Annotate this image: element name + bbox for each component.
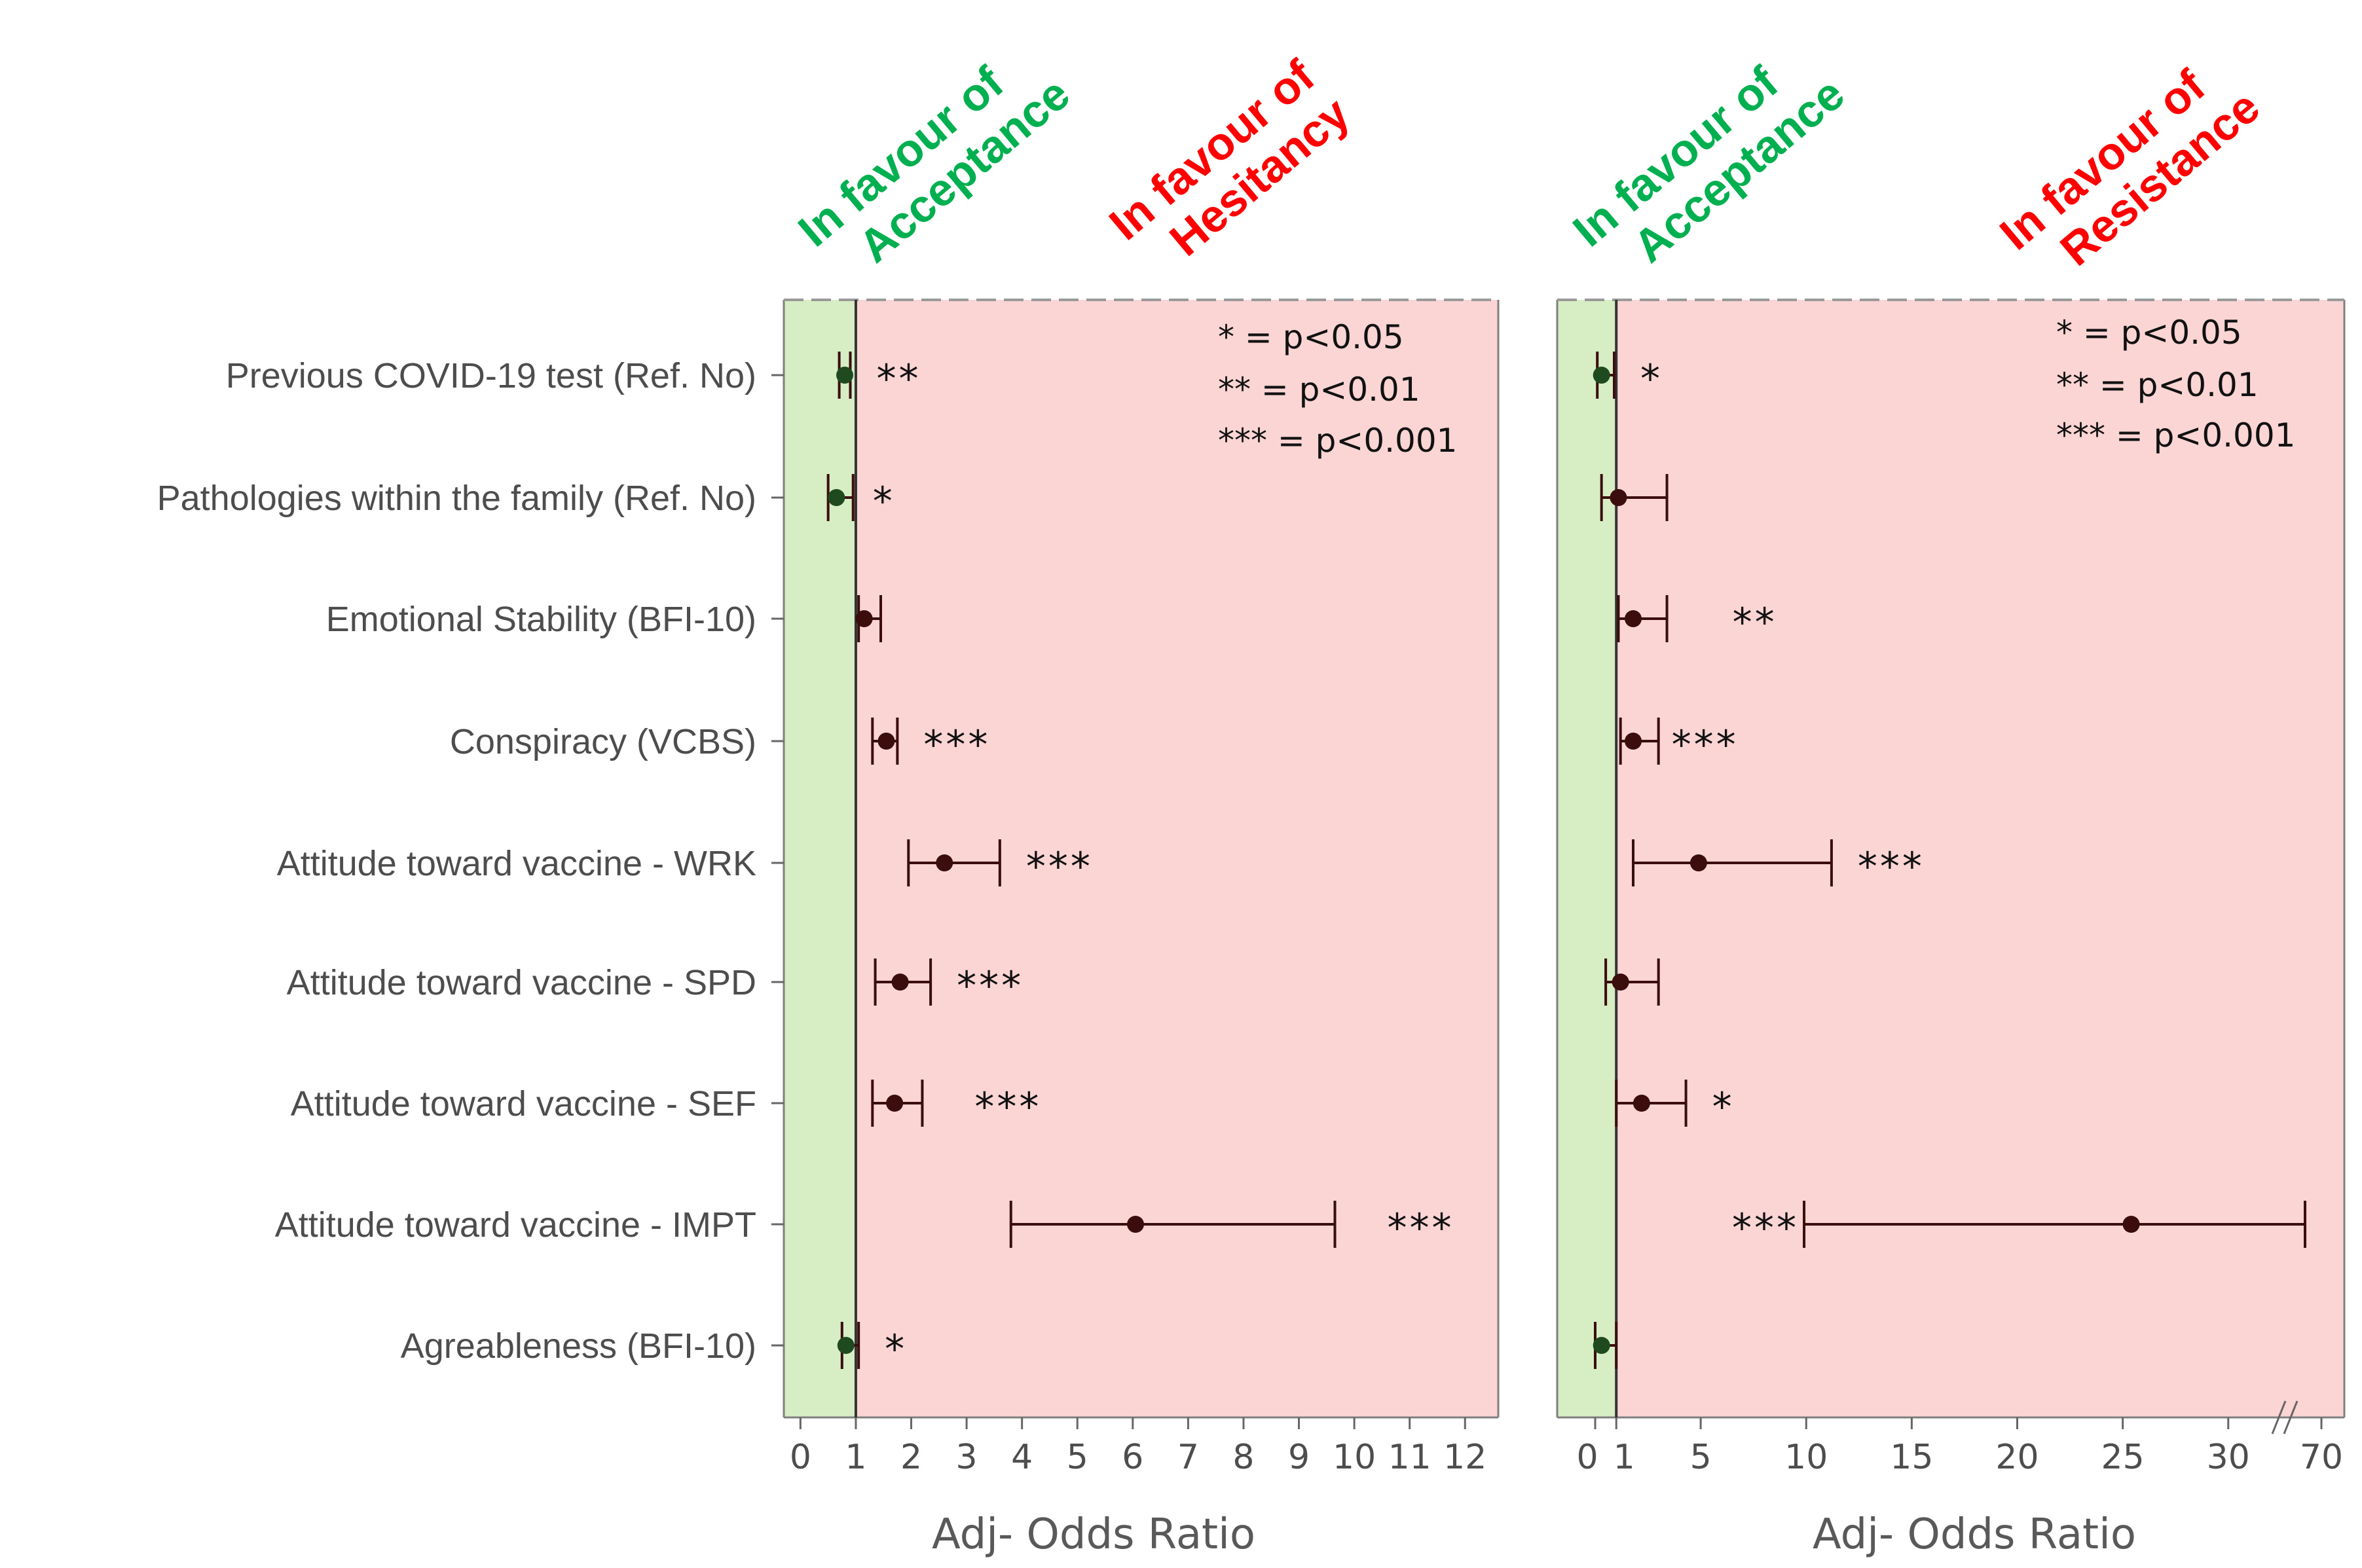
favour-opposite-region xyxy=(1616,300,2344,1417)
row-label: Agreableness (BFI-10) xyxy=(401,1326,756,1366)
significance-stars: *** xyxy=(923,722,990,768)
x-tick-label: 0 xyxy=(790,1438,811,1477)
x-tick-label: 10 xyxy=(1333,1438,1376,1477)
x-tick-label: 70 xyxy=(2300,1438,2343,1477)
x-tick-label: 9 xyxy=(1288,1438,1310,1477)
significance-stars: *** xyxy=(957,963,1024,1009)
odds-ratio-point xyxy=(855,610,873,627)
x-tick-label: 1 xyxy=(845,1438,866,1477)
x-tick-label: 25 xyxy=(2101,1438,2145,1477)
x-axis-title: Adj- Odds Ratio xyxy=(932,1510,1255,1559)
x-tick-label: 1 xyxy=(1614,1438,1635,1477)
odds-ratio-point xyxy=(1633,1095,1650,1112)
significance-legend-entry: *** = p<0.001 xyxy=(1218,422,1457,460)
header-favour-acceptance: In favour ofAcceptance xyxy=(789,29,1079,295)
odds-ratio-point xyxy=(886,1095,904,1112)
x-tick-label: 5 xyxy=(1067,1438,1088,1477)
x-tick-label: 4 xyxy=(1011,1438,1033,1477)
axis-break-mark xyxy=(2271,1400,2287,1434)
significance-stars: *** xyxy=(1026,844,1093,890)
x-tick-label: 0 xyxy=(1576,1438,1598,1477)
odds-ratio-point xyxy=(836,367,854,384)
row-label: Attitude toward vaccine - SPD xyxy=(287,963,756,1002)
significance-stars: ** xyxy=(876,356,921,402)
row-label: Attitude toward vaccine - SEF xyxy=(291,1084,756,1123)
significance-stars: * xyxy=(1640,356,1663,402)
favour-opposite-region xyxy=(855,300,1498,1417)
odds-ratio-point xyxy=(877,733,895,750)
significance-stars: ** xyxy=(1733,600,1777,646)
significance-legend-entry: * = p<0.05 xyxy=(1218,318,1404,356)
row-label: Pathologies within the family (Ref. No) xyxy=(157,479,756,518)
row-label: Attitude toward vaccine - WRK xyxy=(277,844,756,883)
odds-ratio-point xyxy=(828,489,845,506)
odds-ratio-point xyxy=(936,854,953,871)
odds-ratio-point xyxy=(1127,1216,1145,1233)
x-tick-label: 5 xyxy=(1690,1438,1712,1477)
significance-legend-entry: ** = p<0.01 xyxy=(2056,366,2259,404)
row-label: Emotional Stability (BFI-10) xyxy=(326,600,756,639)
odds-ratio-point xyxy=(1625,733,1642,750)
significance-stars: *** xyxy=(1672,722,1739,768)
odds-ratio-point xyxy=(1625,610,1642,627)
odds-ratio-point xyxy=(1593,1337,1610,1354)
x-tick-label: 12 xyxy=(1443,1438,1486,1477)
odds-ratio-point xyxy=(1612,974,1629,991)
significance-stars: *** xyxy=(1732,1205,1799,1251)
favour-acceptance-region xyxy=(1557,300,1617,1417)
significance-stars: *** xyxy=(974,1084,1041,1130)
significance-legend-entry: ** = p<0.01 xyxy=(1218,371,1420,409)
row-labels: Previous COVID-19 test (Ref. No) Patholog… xyxy=(157,356,784,1366)
x-tick-label: 11 xyxy=(1388,1438,1431,1477)
x-tick-label: 8 xyxy=(1232,1438,1254,1477)
x-tick-label: 30 xyxy=(2207,1438,2250,1477)
row-label: Conspiracy (VCBS) xyxy=(450,722,756,761)
odds-ratio-point xyxy=(891,974,909,991)
x-tick-label: 6 xyxy=(1122,1438,1143,1477)
significance-legend-entry: *** = p<0.001 xyxy=(2056,416,2295,454)
header-favour-opposite: In favour ofHesitancy xyxy=(1100,48,1359,289)
x-tick-label: 20 xyxy=(1995,1438,2039,1477)
odds-ratio-point xyxy=(1689,854,1707,871)
odds-ratio-point xyxy=(1593,367,1610,384)
axis-break-mark xyxy=(2283,1400,2298,1434)
significance-stars: * xyxy=(885,1326,907,1372)
odds-ratio-point xyxy=(2122,1216,2140,1233)
significance-stars: *** xyxy=(1388,1205,1454,1251)
header-favour-opposite: In favour ofResistance xyxy=(1991,42,2270,299)
significance-stars: * xyxy=(1712,1084,1735,1130)
x-tick-label: 7 xyxy=(1177,1438,1199,1477)
header-favour-acceptance: In favour ofAcceptance xyxy=(1564,29,1854,295)
odds-ratio-point xyxy=(1610,489,1627,506)
x-tick-label: 10 xyxy=(1784,1438,1828,1477)
x-tick-label: 15 xyxy=(1890,1438,1933,1477)
row-label: Previous COVID-19 test (Ref. No) xyxy=(226,356,756,395)
significance-legend-entry: * = p<0.05 xyxy=(2056,314,2242,352)
x-tick-label: 2 xyxy=(900,1438,922,1477)
significance-stars: *** xyxy=(1858,844,1925,890)
favour-acceptance-region xyxy=(784,300,856,1417)
odds-ratio-point xyxy=(837,1337,855,1354)
row-label: Attitude toward vaccine - IMPT xyxy=(275,1205,756,1245)
x-axis-title: Adj- Odds Ratio xyxy=(1813,1510,2136,1559)
significance-stars: * xyxy=(873,479,895,524)
x-tick-label: 3 xyxy=(956,1438,978,1477)
